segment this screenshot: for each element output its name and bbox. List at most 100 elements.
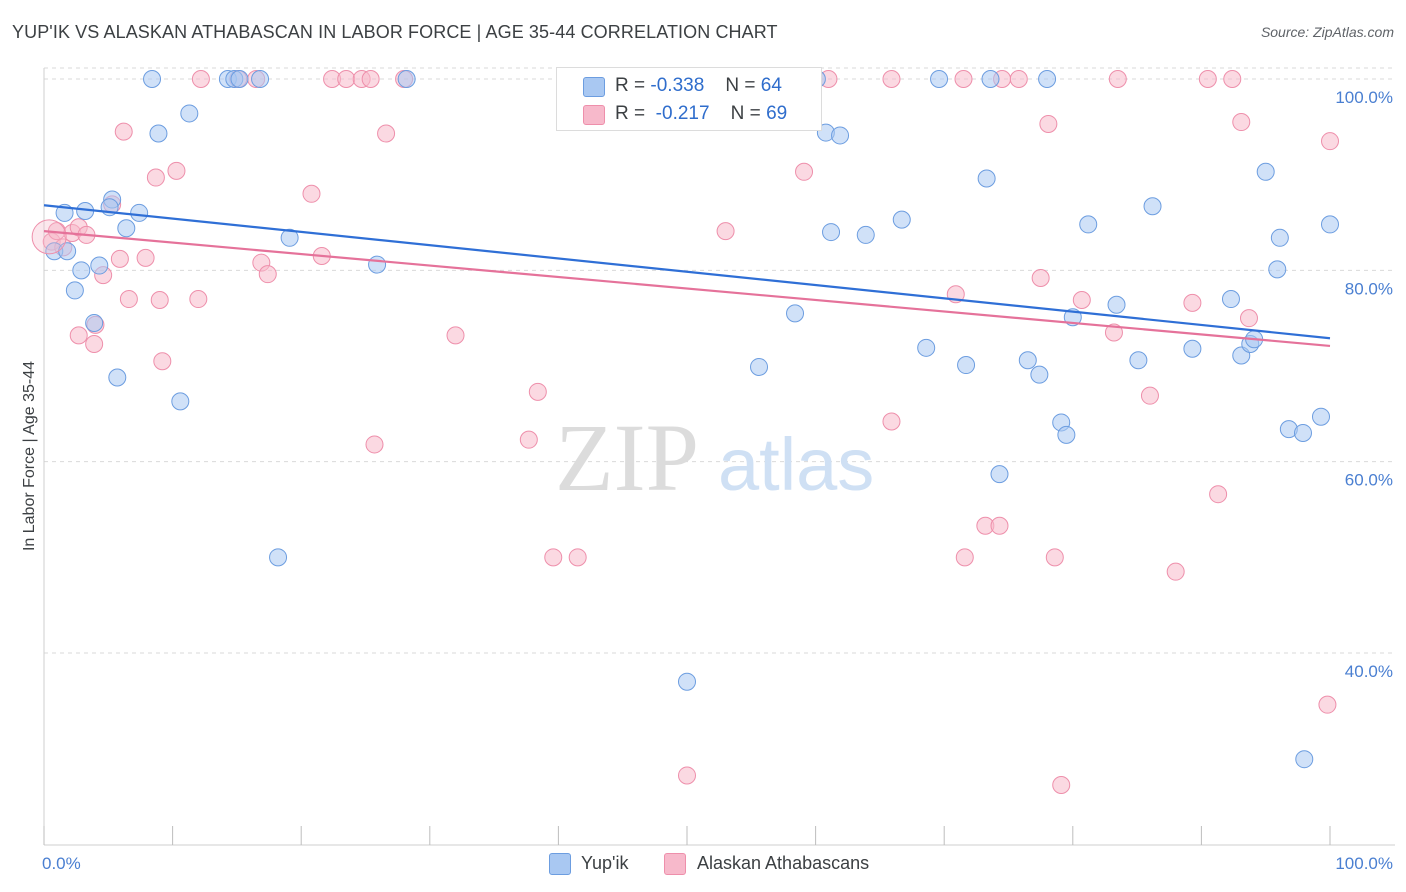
point-yupik bbox=[1221, 290, 1240, 309]
watermark-zip: ZIP bbox=[555, 404, 699, 511]
point-yupik bbox=[143, 70, 162, 88]
point-yupik bbox=[977, 169, 996, 188]
legend-r-value-yupik: -0.338 bbox=[650, 75, 705, 96]
point-yupik bbox=[1293, 423, 1312, 442]
correlation-legend: R = -0.338 N = 64 R = -0.217 N = 69 bbox=[556, 67, 822, 131]
legend-n-value-athabascan: 69 bbox=[766, 103, 788, 124]
point-athabascan bbox=[361, 70, 380, 88]
y-tick-label: 60.0% bbox=[1345, 471, 1393, 490]
legend-label-yupik: Yup'ik bbox=[581, 853, 629, 873]
point-yupik bbox=[65, 281, 84, 300]
watermark: ZIP atlas bbox=[555, 404, 874, 511]
legend-r-label: R = bbox=[615, 103, 646, 124]
point-cluster-origin bbox=[31, 219, 67, 255]
point-yupik bbox=[130, 203, 149, 222]
point-yupik bbox=[368, 255, 387, 274]
point-yupik bbox=[822, 223, 841, 242]
watermark-atlas: atlas bbox=[718, 423, 874, 506]
trend-line-athabascan bbox=[43, 230, 1331, 348]
legend-item-yupik[interactable]: Yup'ik bbox=[549, 850, 669, 876]
point-athabascan bbox=[795, 162, 814, 181]
legend-r-value-athabascan: -0.217 bbox=[655, 103, 710, 124]
point-yupik bbox=[1107, 295, 1126, 314]
point-athabascan bbox=[167, 161, 186, 180]
y-tick-label: 40.0% bbox=[1345, 662, 1393, 681]
point-yupik bbox=[1057, 425, 1076, 444]
points-layer bbox=[31, 70, 1339, 795]
point-athabascan bbox=[568, 548, 587, 567]
trend-line-yupik bbox=[43, 204, 1331, 340]
point-athabascan bbox=[365, 435, 384, 454]
point-yupik bbox=[108, 368, 127, 387]
point-yupik bbox=[1256, 162, 1275, 181]
point-athabascan bbox=[136, 248, 155, 267]
legend-swatch-yupik-bottom bbox=[549, 853, 571, 875]
point-athabascan bbox=[69, 326, 88, 345]
legend-r-label: R = bbox=[615, 75, 646, 96]
point-yupik bbox=[831, 126, 850, 145]
point-yupik bbox=[1129, 351, 1148, 370]
point-athabascan bbox=[258, 265, 277, 284]
legend-row-yupik: R = -0.338 N = 64 bbox=[557, 72, 821, 100]
point-athabascan bbox=[119, 290, 138, 309]
legend-n-value-yupik: 64 bbox=[760, 75, 782, 96]
legend-item-athabascan[interactable]: Alaskan Athabascans bbox=[664, 850, 904, 876]
source-label: Source: ZipAtlas.com bbox=[1260, 24, 1394, 40]
point-athabascan bbox=[882, 70, 901, 88]
point-athabascan bbox=[678, 766, 696, 785]
legend-swatch-yupik bbox=[583, 77, 605, 97]
point-athabascan bbox=[191, 70, 210, 88]
point-yupik bbox=[1079, 215, 1098, 234]
point-yupik bbox=[90, 256, 109, 275]
grid-layer bbox=[44, 67, 1395, 654]
point-athabascan bbox=[1031, 268, 1050, 287]
point-athabascan bbox=[955, 548, 974, 567]
point-athabascan bbox=[1223, 70, 1242, 88]
point-athabascan bbox=[377, 124, 396, 143]
point-yupik bbox=[786, 304, 805, 323]
point-yupik bbox=[1311, 407, 1330, 426]
point-yupik bbox=[930, 70, 949, 88]
point-yupik bbox=[72, 261, 91, 280]
point-yupik bbox=[85, 313, 104, 332]
point-athabascan bbox=[85, 334, 104, 353]
point-athabascan bbox=[1183, 293, 1202, 312]
point-yupik bbox=[750, 357, 769, 376]
legend-n-label: N = bbox=[725, 75, 756, 96]
point-yupik bbox=[678, 672, 696, 691]
legend-n-label: N = bbox=[730, 103, 761, 124]
point-athabascan bbox=[153, 352, 172, 371]
point-athabascan bbox=[528, 382, 547, 401]
point-yupik bbox=[856, 225, 875, 244]
point-yupik bbox=[1268, 260, 1287, 279]
point-yupik bbox=[1183, 339, 1202, 358]
point-yupik bbox=[251, 70, 270, 88]
legend-swatch-athabascan bbox=[583, 105, 605, 125]
point-athabascan bbox=[1140, 386, 1159, 405]
point-athabascan bbox=[954, 70, 973, 88]
point-athabascan bbox=[544, 548, 563, 567]
point-athabascan bbox=[519, 430, 538, 449]
point-yupik bbox=[397, 70, 416, 88]
point-athabascan bbox=[1045, 548, 1064, 567]
legend-swatch-athabascan-bottom bbox=[664, 853, 686, 875]
point-yupik bbox=[1143, 197, 1162, 216]
point-athabascan bbox=[1321, 132, 1339, 151]
point-yupik bbox=[990, 465, 1009, 484]
chart-title: YUP'IK VS ALASKAN ATHABASCAN IN LABOR FO… bbox=[12, 22, 778, 42]
point-yupik bbox=[1030, 365, 1049, 384]
point-athabascan bbox=[1039, 114, 1058, 133]
point-yupik bbox=[1038, 70, 1057, 88]
point-yupik bbox=[149, 124, 168, 143]
point-athabascan bbox=[189, 290, 208, 309]
y-tick-label: 100.0% bbox=[1335, 88, 1393, 107]
point-yupik bbox=[117, 219, 136, 238]
point-yupik bbox=[981, 70, 1000, 88]
tick-label-layer: 0.0% 100.0% 100.0% 80.0% 60.0% 40.0% bbox=[42, 88, 1393, 873]
point-athabascan bbox=[1239, 309, 1258, 328]
point-athabascan bbox=[1232, 113, 1251, 132]
point-athabascan bbox=[1052, 776, 1071, 795]
point-yupik bbox=[230, 70, 249, 88]
point-athabascan bbox=[1166, 562, 1185, 581]
